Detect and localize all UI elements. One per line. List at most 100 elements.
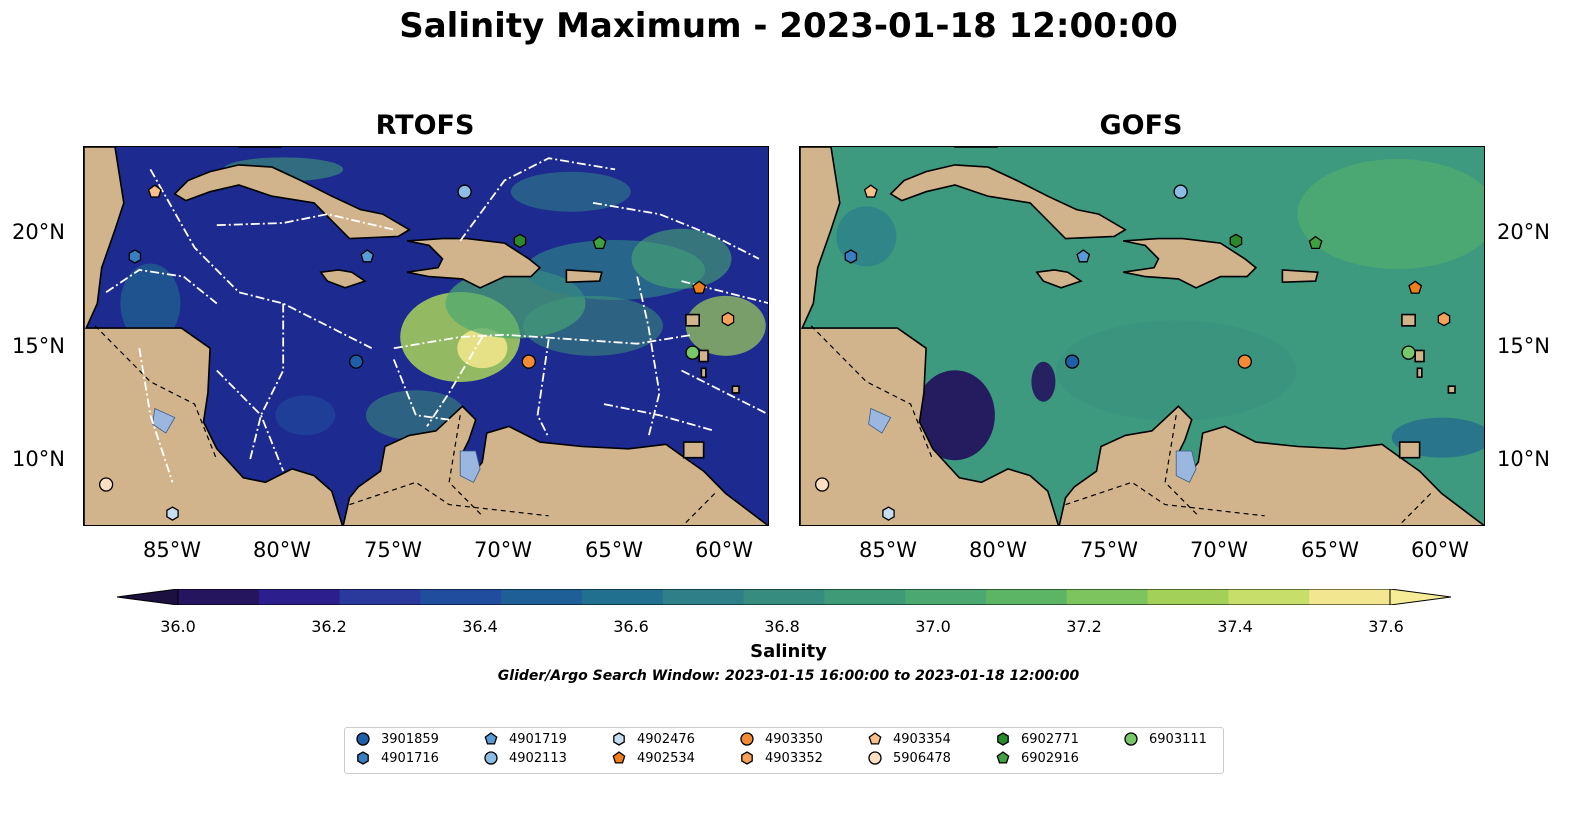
colorbar-segment [824,589,906,605]
land-shape [1416,367,1423,378]
eez-boundary-line [592,202,760,260]
float-marker-4901716 [128,249,142,264]
float-marker-3901859 [349,354,364,369]
colorbar-segment [501,589,583,605]
colorbar-tick-label: 37.0 [915,617,951,636]
salinity-patch [1031,361,1056,402]
legend-marker-6902771 [997,732,1009,746]
legend-marker-4902476 [613,732,625,746]
land-shape [319,269,367,289]
eez-boundary-line [393,333,693,350]
salinity-patch [275,395,336,436]
x-tick-85w: 85°W [143,538,201,562]
float-marker-4901719 [1076,249,1091,263]
legend-marker-5906478 [868,751,882,765]
country-border-line [448,415,483,517]
land-shape [889,164,1127,240]
x-tick-75w: 75°W [1080,538,1138,562]
land-shape [1414,349,1425,363]
x-tick-70w: 70°W [1190,538,1248,562]
colorbar-tick-label: 36.8 [764,617,800,636]
legend-item: 3901859 [355,731,439,747]
land-shape [1398,441,1421,459]
float-marker-6902916 [1308,235,1323,250]
float-marker-4902113 [1173,184,1188,199]
salinity-patch [685,295,766,356]
country-border-line [94,325,218,461]
salinity-patch [120,263,181,344]
x-tick-70w: 70°W [474,538,532,562]
land-shape [1122,237,1258,289]
eez-boundary-line [149,168,373,350]
lake-nicaragua-shape [868,407,892,434]
legend-label: 4903352 [765,750,823,766]
legend-label: 6902916 [1021,750,1079,766]
salinity-patch [1056,320,1297,421]
colorbar-tick-label: 36.4 [462,617,498,636]
colorbar-tick-label: 36.6 [613,617,649,636]
land-shape [173,164,411,240]
legend-marker-4902534 [612,751,626,764]
land-shape [565,269,603,284]
float-marker-6902916 [592,235,607,250]
land-shape [1401,313,1416,327]
float-marker-4903352 [721,311,735,327]
salinity-patch [522,295,663,356]
country-border-line [1065,481,1265,517]
colorbar-low-extend [117,589,179,605]
country-border-line [1164,415,1199,517]
legend-item: 6902916 [995,750,1079,766]
legend-item: 5906478 [867,750,951,766]
land-shape [731,385,740,394]
eez-boundary-line [249,303,285,461]
x-tick-60w: 60°W [695,538,753,562]
eez-boundary-line [392,359,450,421]
colorbar-segment [662,589,745,605]
legend-marker-4901719 [484,732,498,745]
colorbar-segment [258,589,341,605]
legend-label: 4902113 [509,750,567,766]
legend-item: 4903350 [739,731,823,747]
land-shape [1035,269,1083,289]
legend-label: 6902771 [1021,731,1079,747]
legend-marker-4903350 [740,732,754,746]
legend-marker-4903354 [868,732,882,745]
land-shape [800,147,1060,525]
colorbar [117,589,1451,605]
colorbar-segment [178,589,260,605]
legend-item: 4902113 [483,750,567,766]
eez-boundary-line [216,213,395,231]
colorbar-tick-label: 37.6 [1368,617,1404,636]
colorbar-segment [420,589,502,605]
eez-boundary-line [105,268,218,305]
x-tick-75w: 75°W [364,538,422,562]
float-marker-6903111 [1401,345,1416,360]
land-shape [682,441,705,459]
colorbar-tick-label: 36.0 [160,617,196,636]
country-border-line [810,325,934,461]
legend-item: 4902534 [611,750,695,766]
legend-label: 4903354 [893,731,951,747]
lake-nicaragua-shape [152,407,176,434]
legend-label: 5906478 [893,750,951,766]
float-legend: 3901859 4901716 4901719 4902113 4902476 49025… [344,727,1224,774]
legend-marker-4903352 [741,751,753,765]
eez-boundary-line [636,276,661,438]
legend-marker-6902916 [996,751,1010,764]
eez-boundary-line [603,403,715,432]
eez-boundary-line [681,280,768,304]
colorbar-label: Salinity [750,641,827,662]
colorbar-segment [1147,589,1229,605]
legend-marker-4902113 [484,751,498,765]
colorbar-segment [1228,589,1310,605]
legend-item: 4901716 [355,750,439,766]
float-marker-5906478 [98,477,114,492]
legend-marker-4901716 [357,751,369,765]
x-tick-85w: 85°W [859,538,917,562]
legend-label: 4901716 [381,750,439,766]
x-tick-60w: 60°W [1411,538,1469,562]
colorbar-segment [1066,589,1149,605]
float-marker-4902476 [166,506,179,521]
colorbar-segment [339,589,421,605]
float-marker-4902534 [1408,280,1423,294]
